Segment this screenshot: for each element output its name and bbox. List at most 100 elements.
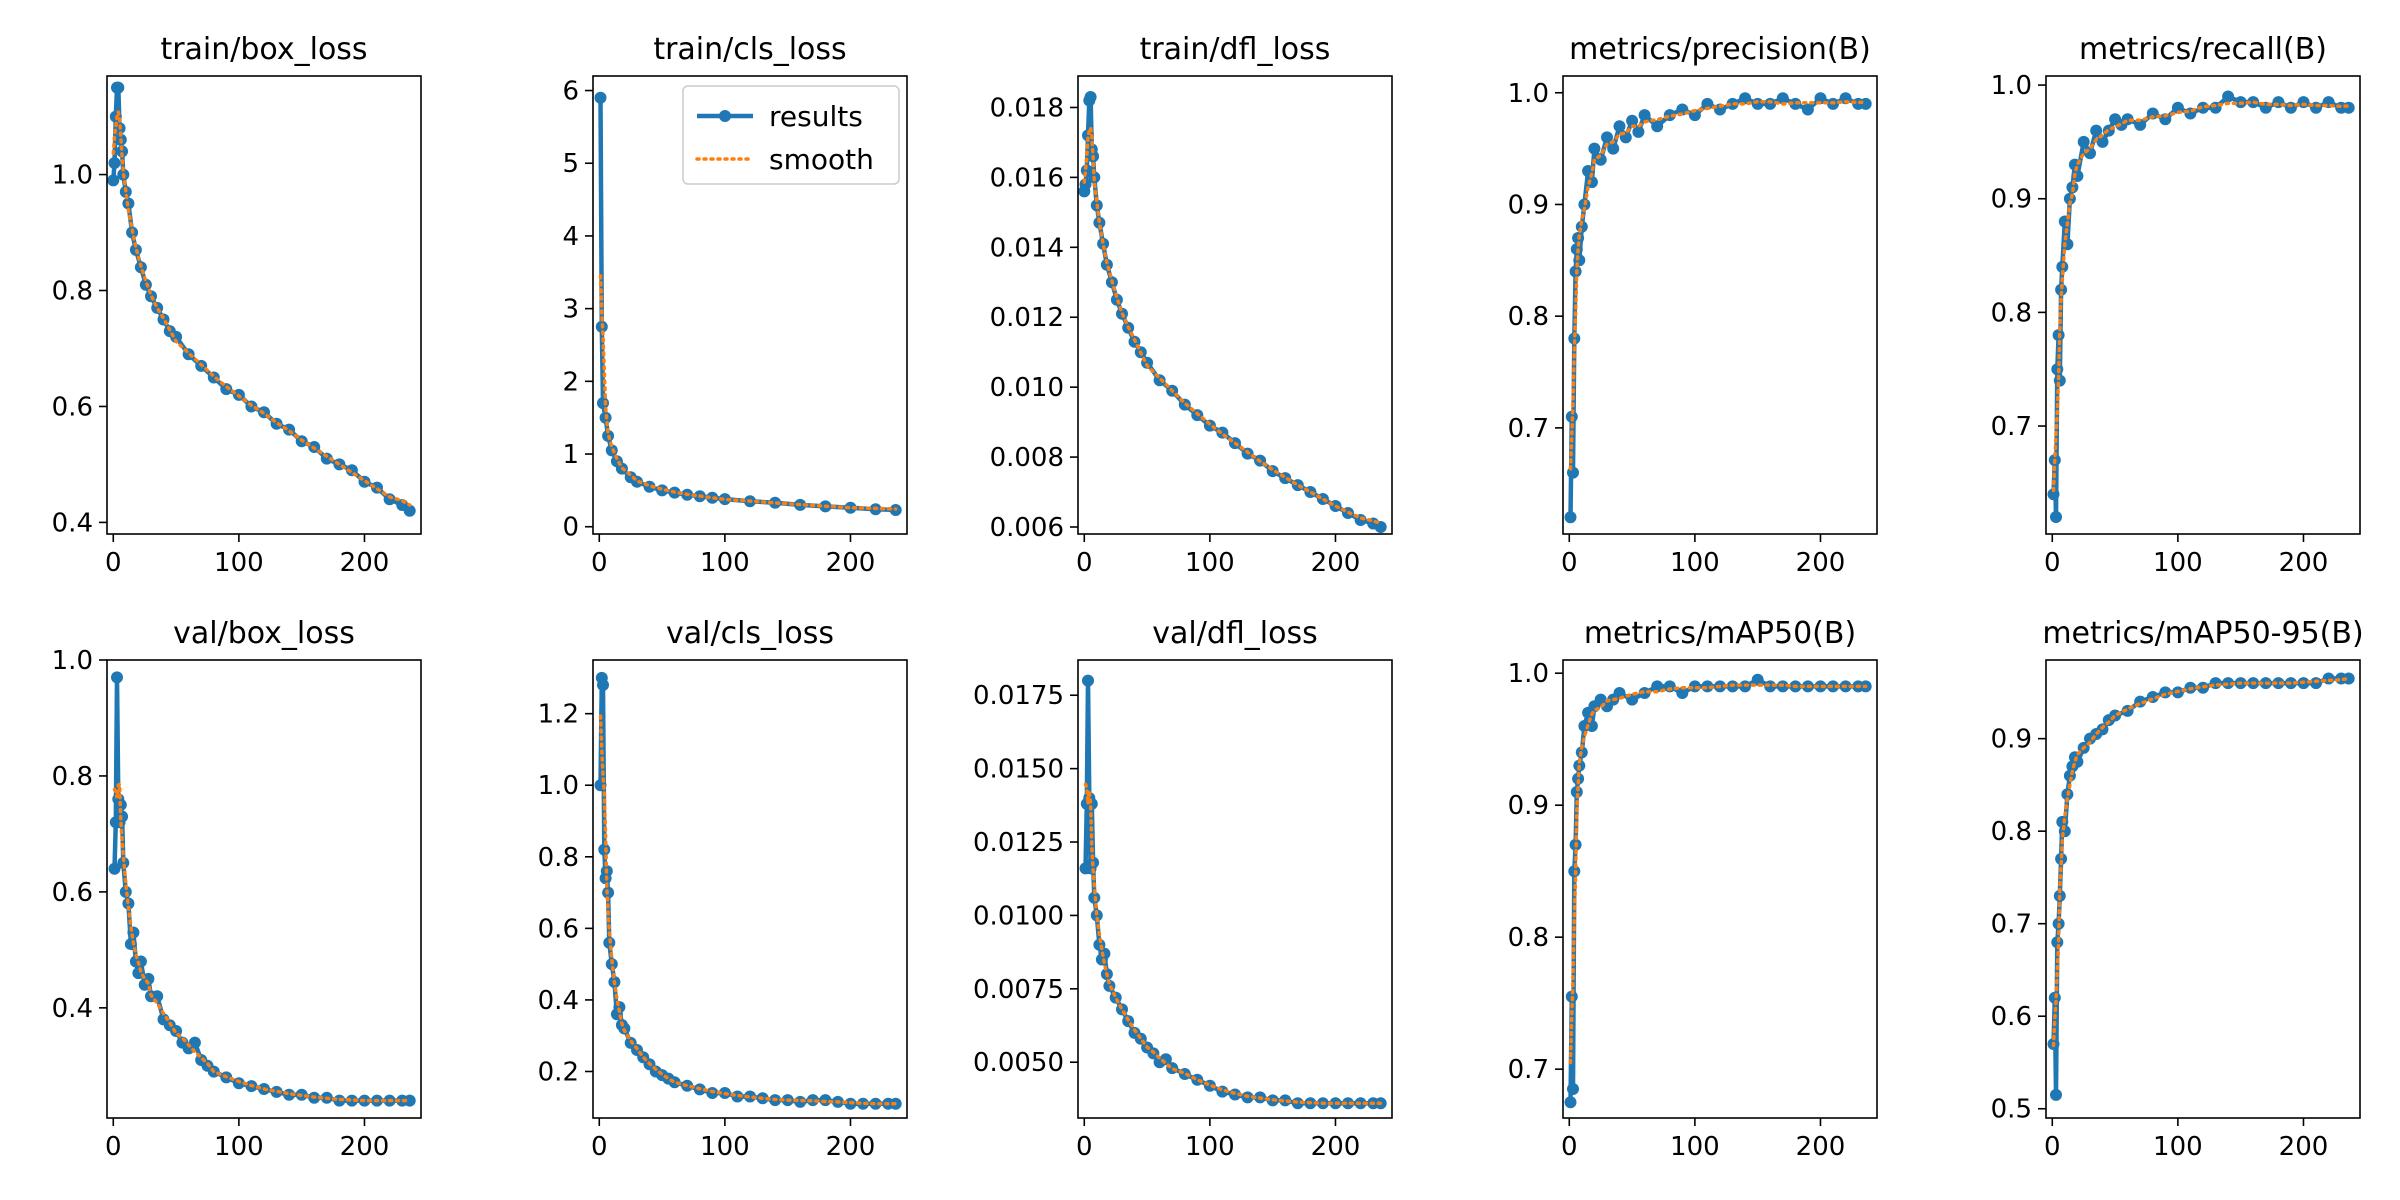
results-point (2050, 511, 2062, 523)
y-tick-label: 0.0175 (973, 681, 1064, 711)
subplot-metrics_map50: metrics/mAP50(B) 0 100 200 0.7 0.8 0.9 1.0 (1508, 616, 1878, 1162)
results-point (2342, 672, 2355, 685)
x-tick-label: 0 (591, 1132, 608, 1162)
axes-frame (1562, 75, 1878, 535)
results-point (1585, 176, 1598, 189)
results-point (594, 91, 607, 104)
results-point (1701, 97, 1714, 110)
y-tick-label: 0.4 (52, 508, 93, 538)
subplot-train_dfl_loss: train/dfl_loss 0 100 200 0.006 0.008 0.010 0.01… (990, 32, 1393, 578)
results-point (403, 504, 416, 517)
results-point (1613, 120, 1626, 133)
results-point (220, 383, 233, 396)
results-point (857, 1097, 869, 1110)
y-tick-label: 1.0 (538, 771, 579, 801)
results-point (2297, 96, 2310, 109)
results-point (744, 1090, 756, 1103)
y-tick-label: 0.014 (990, 233, 1064, 263)
results-point (151, 301, 164, 314)
subplot-val_cls_loss: val/cls_loss 0 100 200 0.2 0.4 0.6 0.8 1.0 1.2 (538, 616, 908, 1162)
axes-frame (592, 75, 908, 535)
subplot-metrics_recall: metrics/recall(B) 0 100 200 0.7 0.8 0.9 1.0 (1991, 32, 2361, 578)
smooth-line (1082, 121, 1383, 526)
results-point (107, 174, 120, 187)
results-point (2047, 488, 2060, 501)
results-point (1109, 991, 1122, 1004)
results-point (1564, 1096, 1577, 1109)
x-tick-label: 200 (1796, 1132, 1846, 1162)
y-tick-label: 0.7 (1991, 910, 2032, 940)
y-tick-label: 0.8 (1991, 298, 2032, 328)
results-point (2310, 677, 2322, 690)
results-line (598, 675, 896, 1106)
y-tick-label: 0.7 (1991, 412, 2032, 442)
subplot-title: metrics/mAP50(B) (1584, 616, 1856, 651)
results-point (1567, 1083, 1579, 1095)
results-point (1084, 91, 1097, 103)
results-point (1776, 92, 1789, 105)
axes-frame (106, 659, 422, 1119)
y-tick-label: 0.010 (990, 373, 1064, 403)
smooth-line (1568, 683, 1868, 1065)
axes-frame (2045, 659, 2361, 1119)
results-point (2050, 1088, 2062, 1101)
results-point (403, 1094, 416, 1107)
results-point (1751, 673, 1764, 686)
results-point (1585, 720, 1598, 732)
results-point (1572, 772, 1585, 785)
results-point (1739, 92, 1752, 105)
results-line (112, 675, 410, 1103)
y-tick-label: 0.2 (538, 1057, 579, 1087)
results-point (2272, 677, 2285, 690)
results-line (111, 85, 412, 513)
y-tick-label: 0.9 (1991, 185, 2032, 215)
results-point (806, 1094, 819, 1107)
axes-frame (1562, 659, 1878, 1119)
results-point (1651, 680, 1664, 693)
results-point (1082, 674, 1094, 687)
y-tick-label: 0.0150 (973, 755, 1064, 785)
legend-box (682, 85, 900, 185)
smooth-line (1568, 99, 1868, 471)
results-point (1097, 237, 1110, 250)
y-tick-label: 3 (562, 295, 579, 325)
results-point (1568, 332, 1581, 345)
subplot-title: val/box_loss (173, 616, 355, 651)
results-point (2077, 135, 2090, 148)
axes-frame (592, 659, 908, 1119)
smooth-line (2051, 676, 2351, 1048)
y-tick-label: 1.0 (52, 646, 93, 676)
results-point (718, 493, 731, 506)
y-tick-label: 0.0125 (973, 828, 1064, 858)
x-tick-label: 200 (340, 1132, 390, 1162)
x-tick-label: 100 (2153, 1132, 2203, 1162)
x-tick-label: 100 (700, 1132, 750, 1162)
y-tick-label: 0.8 (1508, 302, 1549, 332)
results-point (1374, 521, 1387, 533)
x-tick-label: 200 (2279, 1132, 2329, 1162)
results-point (108, 862, 121, 875)
results-point (1764, 97, 1777, 110)
y-tick-label: 0.8 (52, 277, 93, 307)
results-point (1079, 178, 1092, 191)
subplot-val_dfl_loss: val/dfl_loss 0 100 200 0.0050 0.0075 0.0100 0.0… (973, 616, 1393, 1162)
results-point (1676, 687, 1689, 699)
y-tick-label: 0.7 (1508, 414, 1549, 444)
x-tick-label: 100 (1670, 548, 1720, 578)
x-tick-label: 0 (2044, 548, 2061, 578)
results-point (1588, 142, 1601, 155)
y-tick-label: 0.8 (1508, 923, 1549, 953)
y-tick-label: 1.2 (538, 700, 579, 730)
results-point (597, 397, 609, 410)
y-tick-label: 0.8 (52, 762, 93, 792)
y-tick-label: 0.6 (538, 914, 579, 944)
results-point (2109, 709, 2122, 722)
subplot-title: metrics/mAP50-95(B) (2042, 616, 2363, 651)
results-point (1814, 680, 1827, 693)
y-tick-label: 6 (562, 77, 579, 107)
y-tick-label: 0.016 (990, 163, 1064, 193)
x-tick-label: 200 (826, 1132, 876, 1162)
y-tick-label: 1.0 (52, 161, 93, 191)
results-line (2051, 94, 2349, 520)
